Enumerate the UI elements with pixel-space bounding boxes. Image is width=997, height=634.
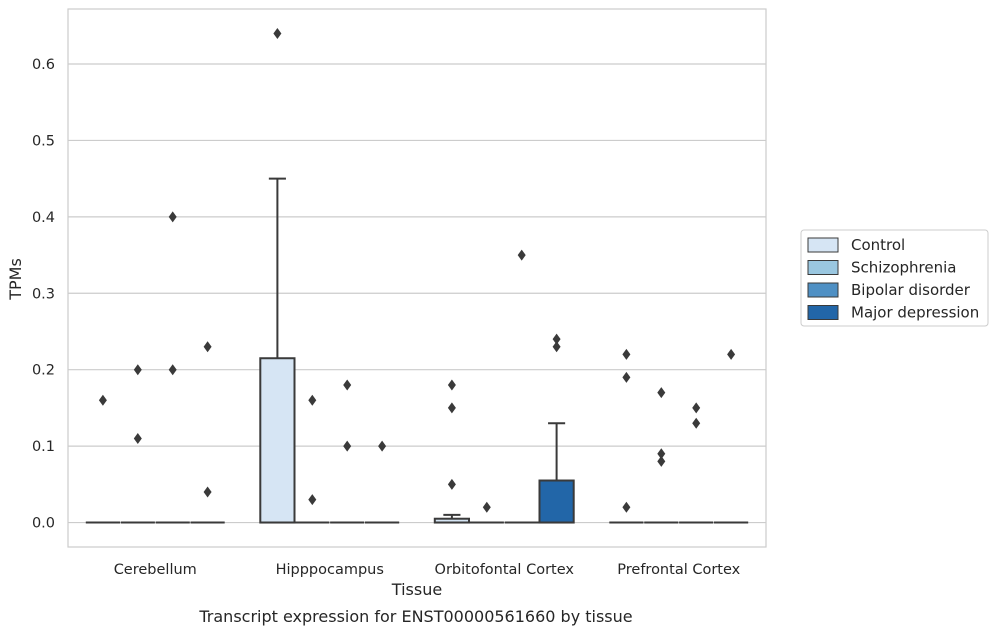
- x-tick-label: Cerebellum: [114, 562, 197, 578]
- legend-frame: [800, 229, 989, 327]
- outlier-point: [168, 364, 177, 376]
- outlier-point: [203, 341, 212, 353]
- box-body: [538, 479, 575, 524]
- y-tick-labels: 0.0 0.1 0.2 0.3 0.4 0.5 0.6: [32, 57, 55, 532]
- y-tick-label: 0.0: [32, 516, 55, 532]
- legend-label: Schizophrenia: [851, 259, 956, 277]
- outlier-point: [727, 348, 736, 360]
- box-2-0: [433, 513, 471, 524]
- legend-label: Major depression: [851, 304, 979, 322]
- outlier-point: [657, 455, 666, 467]
- outlier-point: [622, 501, 631, 513]
- legend-item: Control: [807, 236, 905, 254]
- outlier-point: [133, 364, 142, 376]
- legend-swatch: [807, 260, 839, 275]
- x-tick-label: Orbitofontal Cortex: [435, 562, 575, 578]
- plot-frame: [67, 8, 767, 548]
- outlier-point: [692, 417, 701, 429]
- outlier-point: [622, 371, 631, 383]
- outliers: [98, 27, 736, 513]
- legend-swatch: [807, 282, 839, 298]
- outlier-point: [447, 402, 456, 414]
- legend-item: Schizophrenia: [807, 259, 956, 277]
- legend-label: Control: [851, 236, 905, 254]
- x-tick-label: Hipppocampus: [276, 562, 384, 578]
- boxes: [85, 177, 749, 524]
- outlier-point: [98, 394, 107, 406]
- outlier-point: [308, 494, 317, 506]
- outlier-point: [692, 402, 701, 414]
- outlier-point: [133, 432, 142, 444]
- outlier-point: [343, 379, 352, 391]
- outlier-point: [552, 341, 561, 353]
- box-body: [259, 357, 296, 524]
- legend-item: Bipolar disorder: [807, 281, 971, 299]
- y-tick-label: 0.2: [32, 363, 55, 379]
- outlier-point: [447, 379, 456, 391]
- legend: Control Schizophrenia Bipolar disorder Majo…: [800, 229, 989, 327]
- outlier-point: [482, 501, 491, 513]
- y-tick-label: 0.6: [32, 57, 55, 73]
- outlier-point: [273, 27, 282, 39]
- box-1-0: [259, 177, 296, 524]
- x-axis-label: Tissue: [391, 580, 442, 599]
- outlier-point: [168, 211, 177, 223]
- legend-item: Major depression: [807, 304, 979, 322]
- legend-label: Bipolar disorder: [851, 281, 971, 299]
- outlier-point: [622, 348, 631, 360]
- y-tick-label: 0.5: [32, 133, 55, 149]
- outlier-point: [308, 394, 317, 406]
- outlier-point: [517, 249, 526, 261]
- box-2-3: [538, 422, 575, 524]
- y-tick-label: 0.4: [32, 210, 55, 226]
- legend-swatch: [807, 237, 839, 253]
- y-tick-label: 0.1: [32, 439, 55, 455]
- outlier-point: [343, 440, 352, 452]
- x-tick-label: Prefrontal Cortex: [617, 562, 740, 578]
- chart-caption: Transcript expression for ENST0000056166…: [198, 607, 632, 626]
- outlier-point: [447, 478, 456, 490]
- outlier-point: [657, 387, 666, 399]
- outlier-point: [657, 448, 666, 460]
- legend-swatch: [807, 305, 839, 320]
- y-tick-label: 0.3: [32, 286, 55, 302]
- y-axis-label: TPMs: [6, 258, 25, 301]
- outlier-point: [378, 440, 387, 452]
- x-tick-labels: Cerebellum Hipppocampus Orbitofontal Corte…: [114, 562, 741, 578]
- outlier-point: [552, 333, 561, 345]
- outlier-point: [203, 486, 212, 498]
- plot-background: [68, 9, 766, 547]
